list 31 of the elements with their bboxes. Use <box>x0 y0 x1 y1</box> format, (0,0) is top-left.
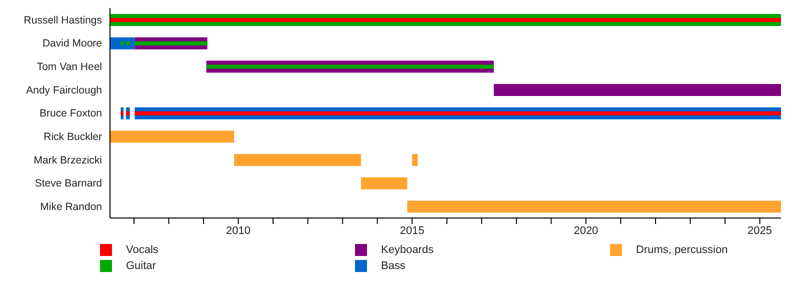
legend-label: Guitar <box>126 260 156 272</box>
bar <box>206 64 494 69</box>
legend-label: Drums, percussion <box>636 244 728 256</box>
bar <box>407 200 781 213</box>
y-tick-label: Russell Hastings <box>24 14 102 26</box>
y-tick-label: Bruce Foxton <box>40 108 102 120</box>
x-tick-label: 2010 <box>226 224 251 237</box>
bar <box>126 111 130 116</box>
y-tick-label: Tom Van Heel <box>36 61 102 74</box>
bar <box>494 84 781 96</box>
bar <box>126 41 130 46</box>
legend-label: Keyboards <box>381 244 434 256</box>
bar <box>134 41 208 46</box>
x-tick-label: 2015 <box>400 224 424 237</box>
bar <box>412 154 418 166</box>
bar <box>361 177 408 190</box>
bar <box>234 154 362 166</box>
legend-label: Vocals <box>126 244 158 256</box>
y-tick-label: Steve Barnard <box>34 178 102 190</box>
y-tick-label: Andy Fairclough <box>26 84 102 96</box>
y-tick-label: Mark Brzezicki <box>34 154 102 166</box>
y-tick-label: Rick Buckler <box>44 131 102 144</box>
bar <box>110 130 234 143</box>
bar <box>134 111 781 116</box>
y-tick-label: David Moore <box>42 38 102 50</box>
x-tick-label: 2020 <box>574 224 598 237</box>
x-tick-label: 2025 <box>748 224 772 237</box>
y-tick-label: Mike Randon <box>40 201 102 214</box>
legend-label: Bass <box>381 260 406 272</box>
bar <box>110 18 781 22</box>
bar <box>110 37 135 50</box>
